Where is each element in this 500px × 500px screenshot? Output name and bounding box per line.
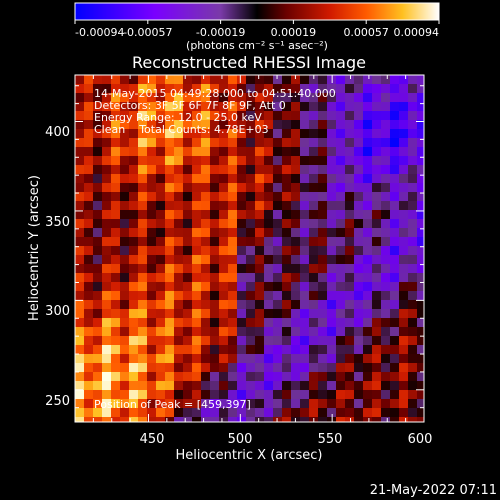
x-tick-label: 500 <box>228 432 253 447</box>
colorbar-gradient <box>74 2 440 21</box>
y-axis-label: Heliocentric Y (arcsec) <box>27 175 42 321</box>
observation-info: 14-May-2015 04:49:28.000 to 04:51:40.000… <box>94 87 336 136</box>
y-tick-label: 350 <box>45 215 70 230</box>
y-tick-label: 300 <box>45 304 70 319</box>
x-axis-label: Heliocentric X (arcsec) <box>176 448 323 463</box>
y-tick-label: 400 <box>45 125 70 140</box>
heatmap-image <box>75 75 424 422</box>
info-time-range: 14-May-2015 04:49:28.000 to 04:51:40.000 <box>94 87 336 100</box>
plot-title: Reconstructed RHESSI Image <box>132 53 366 72</box>
x-tick-label: 550 <box>318 432 343 447</box>
colorbar-tick-label: 0.00057 <box>343 26 389 39</box>
colorbar-ticks: -0.00094-0.00057 -0.00019 0.00019 0.00057 0.… <box>74 20 440 39</box>
axis-ticks <box>75 75 425 422</box>
peak-position-label: Position of Peak = [459,397] <box>94 398 251 411</box>
colorbar: -0.00094-0.00057 -0.00019 0.00019 0.00057 0.… <box>74 2 440 52</box>
timestamp: 21-May-2022 07:11 <box>370 483 497 498</box>
info-energy-range: Energy Range: 12.0 - 25.0 keV <box>94 111 262 124</box>
colorbar-unit-label: (photons cm⁻² s⁻¹ asec⁻²) <box>186 39 328 52</box>
info-detectors: Detectors: 3F 5F 6F 7F 8F 9F, Att 0 <box>94 99 286 112</box>
colorbar-tick-label: -0.00057 <box>123 26 172 39</box>
colorbar-tick-label: -0.00019 <box>196 26 245 39</box>
x-tick-labels: 450 500 550 600 <box>140 432 433 447</box>
x-tick-label: 600 <box>408 432 433 447</box>
plot-frame <box>74 74 425 423</box>
info-clean-counts: Clean Total Counts: 4.78E+03 <box>94 123 269 136</box>
y-tick-labels: 250 300 350 400 <box>45 125 70 409</box>
colorbar-tick-label: -0.00094 <box>75 26 124 39</box>
x-tick-label: 450 <box>140 432 165 447</box>
colorbar-tick-label: 0.00019 <box>271 26 317 39</box>
colorbar-tick-label: 0.00094 <box>394 26 440 39</box>
y-tick-label: 250 <box>45 394 70 409</box>
